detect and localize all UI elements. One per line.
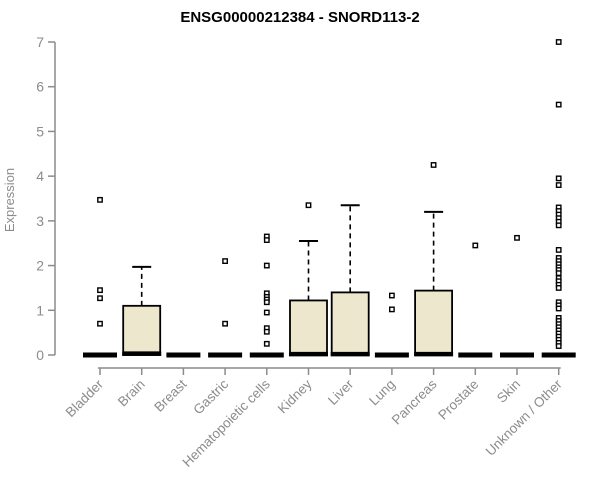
y-tick-label: 2 [36,258,44,274]
outlier-point [555,305,562,312]
box [414,289,454,356]
outlier-point [555,247,562,253]
y-tick-label: 7 [36,34,44,50]
outlier-point [222,320,228,327]
y-tick-label: 4 [36,168,44,184]
y-axis-label: Expression [2,168,17,232]
outlier-point [263,340,270,347]
y-tick-label: 3 [36,213,44,229]
outlier-point [555,222,562,229]
box [330,291,370,356]
box [289,299,328,356]
outlier-point [305,202,312,209]
outlier-point [389,292,395,299]
outlier-point [472,242,479,249]
outlier-point [555,270,562,277]
y-tick-label: 6 [36,79,44,95]
x-tick-label: Pancreas [389,376,440,427]
y-tick-label: 1 [36,302,44,318]
outlier-point [555,39,562,45]
x-tick-label: Lung [366,377,398,409]
x-tick-label: Gastric [190,376,231,417]
y-tick-label: 5 [36,123,44,139]
x-tick-label: Liver [325,376,357,408]
outlier-point [555,285,562,291]
x-tick-label: Prostate [435,377,481,423]
outlier-point [97,287,103,294]
outlier-point [389,306,395,313]
outlier-point [555,182,562,188]
outlier-point [555,343,562,349]
box [122,304,162,356]
x-tick-label: Breast [151,376,189,414]
y-tick-label: 0 [36,347,44,363]
outlier-point [263,299,270,306]
outlier-point [97,295,103,302]
outlier-point [263,262,270,269]
x-tick-label: Kidney [275,376,315,416]
outlier-point [263,309,270,316]
x-tick-label: Bladder [63,376,107,420]
x-tick-label: Unknown / Other [483,376,566,459]
outlier-point [263,328,270,335]
outlier-point [97,196,103,203]
outlier-point [555,101,562,108]
outlier-point [430,162,437,168]
outlier-point [97,320,103,327]
x-tick-label: Skin [494,377,523,406]
outlier-point [514,234,520,241]
outlier-point [263,237,270,243]
chart-title: ENSG00000212384 - SNORD113-2 [180,9,419,26]
outlier-point [555,175,562,182]
x-tick-label: Brain [115,377,148,410]
outlier-point [222,258,228,264]
